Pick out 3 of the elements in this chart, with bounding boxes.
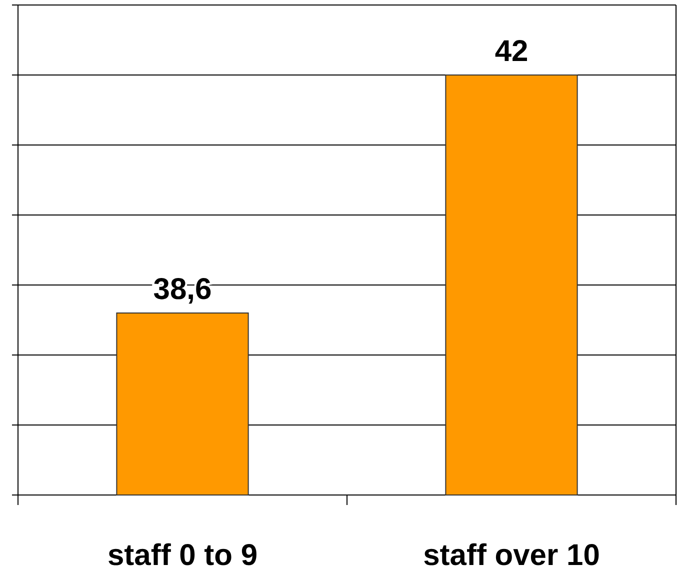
x-tick-label: staff 0 to 9 <box>107 539 258 572</box>
data-label: 42 <box>494 35 528 68</box>
x-tick-label: staff over 10 <box>423 539 600 572</box>
